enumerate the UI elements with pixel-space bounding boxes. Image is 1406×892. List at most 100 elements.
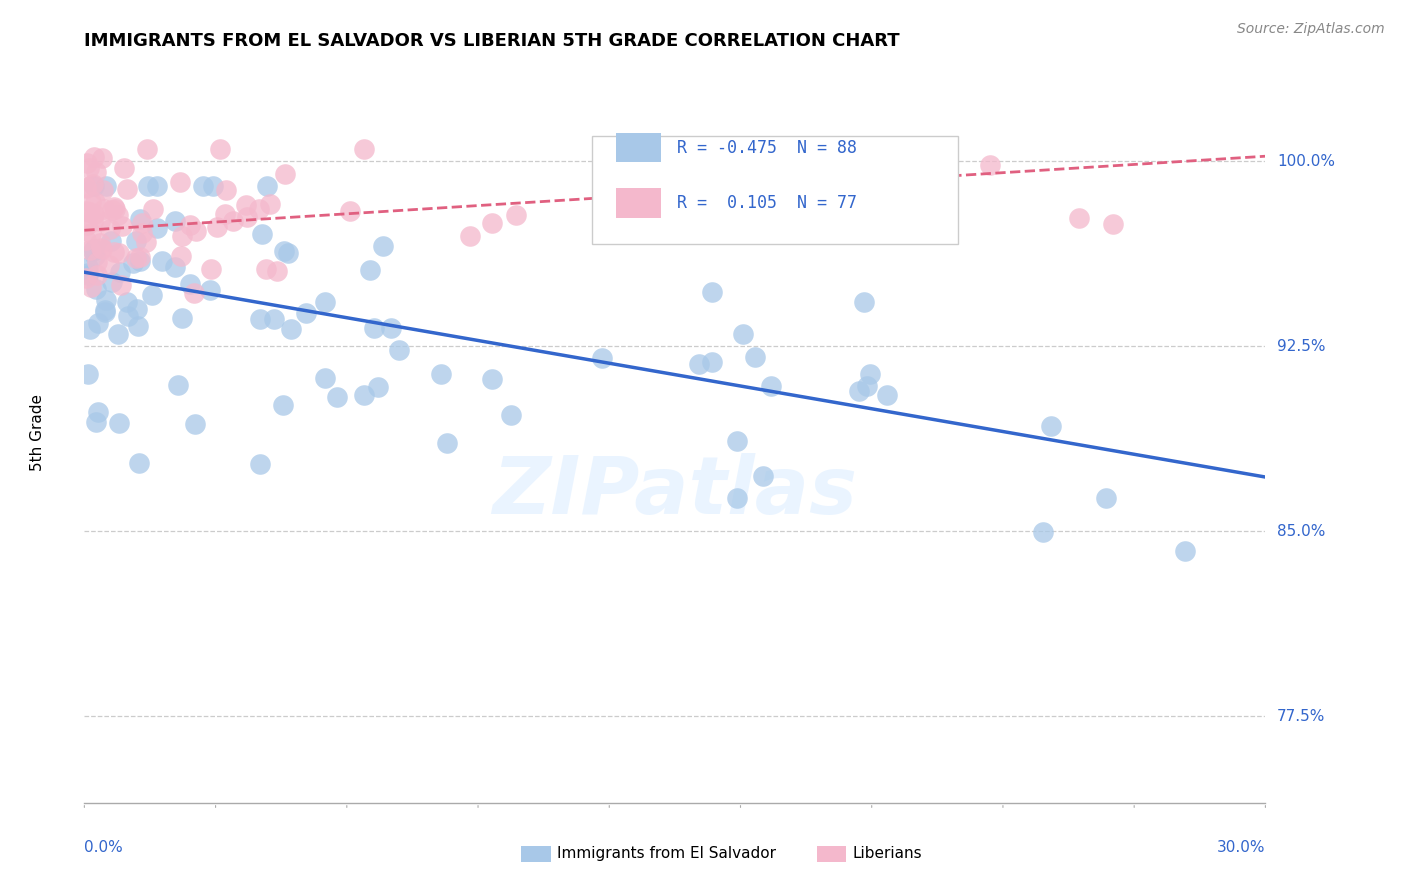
Point — [101, 275, 124, 289]
Point — [80, 195, 103, 210]
Text: 92.5%: 92.5% — [1277, 339, 1326, 354]
Point — [273, 244, 295, 259]
Point — [97, 258, 120, 272]
Point — [83, 242, 105, 256]
Point — [436, 436, 458, 450]
Point — [135, 142, 157, 156]
Point — [141, 288, 163, 302]
Point — [84, 249, 107, 263]
Point — [110, 265, 132, 279]
Point — [125, 251, 148, 265]
FancyBboxPatch shape — [592, 136, 959, 244]
Point — [380, 321, 402, 335]
Point — [250, 227, 273, 241]
Point — [103, 244, 125, 259]
Text: Source: ZipAtlas.com: Source: ZipAtlas.com — [1237, 22, 1385, 37]
Point — [75, 233, 97, 247]
Point — [104, 202, 127, 216]
Point — [87, 405, 110, 419]
Point — [198, 283, 221, 297]
Point — [339, 203, 361, 218]
Point — [86, 254, 108, 268]
Point — [86, 316, 108, 330]
Point — [128, 254, 150, 268]
Point — [76, 156, 98, 170]
Point — [110, 278, 132, 293]
Point — [107, 208, 129, 222]
Point — [367, 379, 389, 393]
Point — [94, 293, 117, 307]
Point — [93, 202, 115, 217]
Point — [183, 285, 205, 300]
Point — [84, 194, 107, 209]
Point — [254, 261, 277, 276]
Point — [979, 158, 1001, 172]
Point — [214, 207, 236, 221]
Point — [86, 416, 108, 430]
Point — [688, 357, 710, 371]
Point — [100, 202, 122, 217]
Point — [77, 260, 100, 274]
Point — [115, 295, 138, 310]
Point — [852, 295, 875, 310]
Point — [295, 306, 318, 320]
Text: 0.0%: 0.0% — [84, 840, 124, 855]
Point — [700, 285, 723, 299]
Point — [83, 178, 105, 193]
Point — [1094, 491, 1116, 506]
Point — [77, 204, 100, 219]
Point — [80, 226, 103, 240]
Point — [856, 378, 879, 392]
Point — [725, 434, 748, 448]
Point — [117, 309, 139, 323]
Point — [591, 351, 613, 366]
Point — [179, 277, 201, 292]
Point — [247, 202, 270, 217]
Point — [75, 179, 97, 194]
Point — [259, 197, 281, 211]
Point — [184, 417, 207, 432]
Point — [702, 355, 724, 369]
Point — [274, 167, 297, 181]
Point — [202, 178, 225, 193]
Point — [759, 378, 782, 392]
Point — [100, 235, 122, 249]
Point — [76, 218, 98, 232]
Point — [387, 343, 409, 357]
Point — [353, 388, 375, 402]
Text: 5th Grade: 5th Grade — [30, 394, 45, 471]
Point — [90, 151, 112, 165]
Text: R = -0.475  N = 88: R = -0.475 N = 88 — [678, 138, 858, 157]
Point — [725, 491, 748, 505]
Point — [146, 178, 169, 193]
Point — [314, 294, 336, 309]
Point — [75, 203, 97, 218]
Point — [79, 322, 101, 336]
Point — [1032, 524, 1054, 539]
Point — [458, 228, 481, 243]
Point — [1040, 418, 1063, 433]
Point — [128, 250, 150, 264]
Point — [107, 326, 129, 341]
Point — [353, 142, 375, 156]
Point — [740, 178, 762, 193]
Point — [125, 234, 148, 248]
Point — [83, 207, 105, 221]
Point — [751, 469, 773, 483]
Point — [654, 196, 676, 211]
Text: 30.0%: 30.0% — [1218, 840, 1265, 855]
Point — [79, 243, 101, 257]
Point — [75, 181, 97, 195]
Point — [75, 271, 97, 285]
Text: ZIPatlas: ZIPatlas — [492, 453, 858, 531]
Point — [363, 321, 385, 335]
Point — [82, 177, 104, 191]
Point — [91, 243, 114, 257]
Point — [209, 142, 232, 156]
FancyBboxPatch shape — [522, 846, 551, 862]
Point — [108, 245, 131, 260]
Point — [733, 326, 755, 341]
Point — [94, 305, 117, 319]
Point — [172, 229, 194, 244]
Point — [481, 216, 503, 230]
